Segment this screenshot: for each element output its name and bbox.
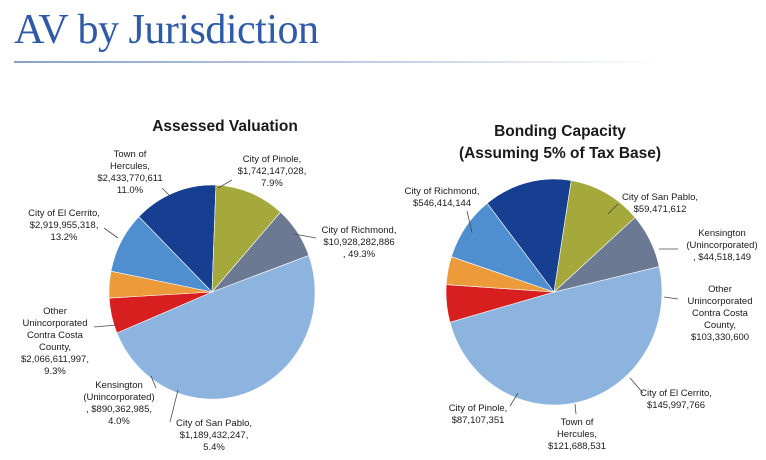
av-label-san-pablo: City of San Pablo, $1,189,432,247, 5.4% [176, 418, 252, 453]
bonding-capacity-subtitle: (Assuming 5% of Tax Base) [459, 145, 661, 162]
av-leader-kensington [150, 375, 157, 389]
av-slice-hercules [211, 184, 281, 293]
av-label-pinole: City of Pinole, $1,742,147,028, 7.9% [238, 154, 307, 189]
av-label-el-cerrito: City of El Cerrito, $2,919,955,318, 13.2% [28, 208, 100, 243]
bonding-capacity-pie [445, 178, 663, 406]
bc-label-hercules: Town of Hercules, $121,688,531 [548, 417, 606, 452]
assessed-valuation-title: Assessed Valuation [152, 118, 298, 135]
bonding-capacity-title: Bonding Capacity [494, 123, 626, 140]
av-leader-hercules [161, 187, 171, 197]
av-label-hercules: Town of Hercules, $2,433,770,611 11.0% [97, 149, 162, 196]
bc-slice-el-cerrito [486, 178, 572, 293]
av-label-kensington: Kensington (Unincorporated), $890,362,985… [83, 380, 154, 427]
av-label-other-unincorporated: Other Unincorporated Contra Costa County, $2… [21, 306, 89, 377]
bc-leader-richmond [466, 210, 473, 234]
bc-label-other-unincorporated: Other Unincorporated Contra Costa County, $1… [688, 284, 753, 343]
title-divider [14, 61, 664, 63]
bc-leader-hercules [574, 403, 577, 415]
bc-leader-san-pablo [607, 203, 619, 215]
bc-slice-hercules [553, 180, 636, 293]
av-leader-el-cerrito [103, 227, 119, 239]
av-leader-richmond [293, 233, 317, 239]
av-leader-pinole [217, 179, 233, 189]
bc-label-el-cerrito: City of El Cerrito, $145,997,766 [640, 388, 712, 411]
assessed-valuation-pie [108, 184, 316, 400]
av-leader-other-unincorporated [93, 324, 118, 328]
bonding-capacity-labels: City of Richmond, $546,414,144 City of San… [405, 186, 758, 452]
av-slice-el-cerrito [138, 184, 217, 293]
bc-slice-richmond [449, 266, 663, 406]
slide-title: AV by Jurisdiction [14, 7, 319, 53]
av-label-richmond: City of Richmond, $10,928,282,886, 49.3% [322, 225, 397, 260]
bc-leader-other-unincorporated [663, 296, 679, 300]
bc-leader-pinole [509, 392, 519, 407]
bc-label-richmond: City of Richmond, $546,414,144 [405, 186, 480, 209]
av-slice-pinole [211, 211, 310, 293]
av-leader-san-pablo [169, 389, 179, 423]
bc-slice-pinole [552, 217, 660, 293]
av-slice-richmond [116, 255, 316, 400]
bc-label-san-pablo: City of San Pablo, $59,471,612 [622, 192, 698, 215]
bc-leader-el-cerrito [629, 377, 644, 394]
assessed-valuation-labels: City of Richmond, $10,928,282,886, 49.3% C… [21, 149, 396, 453]
bc-label-kensington: Kensington (Unincorporated), $44,518,149 [686, 228, 757, 263]
bc-label-pinole: City of Pinole, $87,107,351 [449, 403, 508, 426]
